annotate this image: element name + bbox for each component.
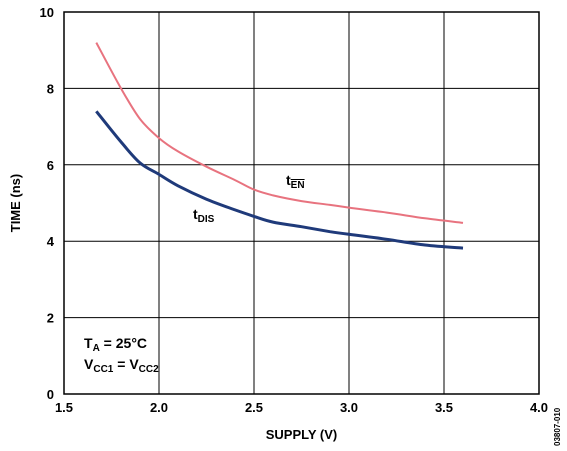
series-label-ten-main: t <box>286 172 291 188</box>
series-label-ten-sub: EN <box>291 180 305 191</box>
x-tick-label: 3.5 <box>435 400 453 415</box>
series-label-tdis-sub: DIS <box>198 214 215 225</box>
y-tick-label: 0 <box>47 387 54 402</box>
x-tick-label: 4.0 <box>530 400 548 415</box>
series-label-ten: tEN <box>286 172 305 191</box>
x-tick-label: 1.5 <box>55 400 73 415</box>
annot-v-main: V <box>84 356 94 372</box>
series-line-en <box>95 42 464 224</box>
y-tick-label: 6 <box>47 158 54 173</box>
y-tick-label: 2 <box>47 311 54 326</box>
x-tick-label: 2.0 <box>150 400 168 415</box>
series-label-tdis-main: t <box>193 206 198 222</box>
figure-code: 03807-010 <box>553 407 562 446</box>
annot-v-sub2: CC2 <box>139 364 159 375</box>
annot-t-sub: A <box>93 343 100 354</box>
y-tick-label: 4 <box>47 234 55 249</box>
plot-frame <box>63 11 540 395</box>
series-label-tdis: tDIS <box>193 206 215 225</box>
annot-v-mid: = V <box>113 356 139 372</box>
y-tick-labels: 0 2 4 6 8 10 <box>40 5 55 402</box>
annotation-temperature: TA = 25°C <box>84 335 147 354</box>
y-axis-title: TIME (ns) <box>8 174 23 233</box>
x-tick-label: 3.0 <box>340 400 358 415</box>
series-line-dis <box>95 110 464 250</box>
x-tick-labels: 1.5 2.0 2.5 3.0 3.5 4.0 <box>55 400 548 415</box>
annot-t-main: T <box>84 335 93 351</box>
series-layer <box>95 42 464 250</box>
x-axis-title: SUPPLY (V) <box>266 427 338 442</box>
annot-t-rest: = 25°C <box>100 335 147 351</box>
y-tick-label: 10 <box>40 5 54 20</box>
x-tick-label: 2.5 <box>245 400 263 415</box>
y-tick-label: 8 <box>47 81 54 96</box>
annot-v-sub1: CC1 <box>93 364 113 375</box>
annotation-supply: VCC1 = VCC2 <box>84 356 159 375</box>
